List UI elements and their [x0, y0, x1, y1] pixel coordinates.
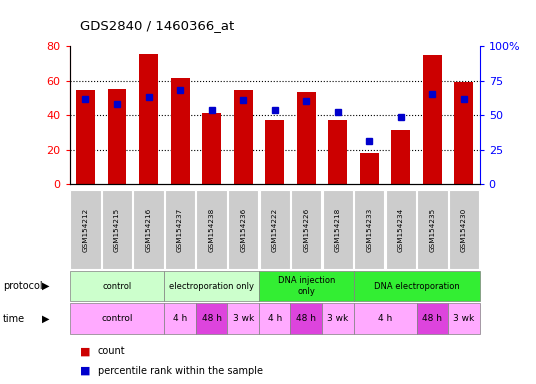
Text: 4 h: 4 h: [378, 314, 392, 323]
Bar: [423, 55, 442, 184]
Bar: [455, 83, 473, 184]
Bar: [76, 90, 95, 184]
Text: GSM154218: GSM154218: [335, 207, 341, 252]
Text: GSM154234: GSM154234: [398, 207, 404, 252]
Text: percentile rank within the sample: percentile rank within the sample: [98, 366, 263, 376]
Bar: [202, 114, 221, 184]
Text: 3 wk: 3 wk: [233, 314, 254, 323]
Bar: [139, 54, 158, 184]
Text: GSM154233: GSM154233: [366, 207, 373, 252]
Text: 4 h: 4 h: [173, 314, 187, 323]
Text: 48 h: 48 h: [422, 314, 442, 323]
Text: 3 wk: 3 wk: [453, 314, 474, 323]
Text: 48 h: 48 h: [296, 314, 316, 323]
Text: 48 h: 48 h: [202, 314, 221, 323]
Bar: [391, 130, 411, 184]
Bar: [265, 119, 284, 184]
Text: 4 h: 4 h: [267, 314, 282, 323]
Text: GSM154215: GSM154215: [114, 207, 120, 252]
Text: ▶: ▶: [42, 281, 49, 291]
Text: count: count: [98, 346, 125, 356]
Text: ■: ■: [80, 346, 91, 356]
Bar: [234, 90, 252, 184]
Text: protocol: protocol: [3, 281, 42, 291]
Bar: [360, 153, 379, 184]
Text: GDS2840 / 1460366_at: GDS2840 / 1460366_at: [80, 19, 235, 32]
Text: GSM154236: GSM154236: [240, 207, 246, 252]
Bar: [329, 121, 347, 184]
Text: GSM154235: GSM154235: [429, 207, 435, 252]
Text: GSM154222: GSM154222: [272, 207, 278, 252]
Text: electroporation only: electroporation only: [169, 281, 254, 291]
Text: ▶: ▶: [42, 314, 49, 324]
Bar: [108, 89, 126, 184]
Text: GSM154226: GSM154226: [303, 207, 309, 252]
Text: DNA electroporation: DNA electroporation: [374, 281, 459, 291]
Text: ■: ■: [80, 366, 91, 376]
Text: control: control: [101, 314, 133, 323]
Text: time: time: [3, 314, 25, 324]
Text: GSM154216: GSM154216: [146, 207, 152, 252]
Bar: [170, 78, 190, 184]
Text: control: control: [102, 281, 132, 291]
Text: GSM154230: GSM154230: [461, 207, 467, 252]
Text: GSM154238: GSM154238: [209, 207, 214, 252]
Text: GSM154212: GSM154212: [83, 207, 88, 252]
Bar: [297, 92, 316, 184]
Text: 3 wk: 3 wk: [327, 314, 348, 323]
Text: DNA injection
only: DNA injection only: [278, 276, 335, 296]
Text: GSM154237: GSM154237: [177, 207, 183, 252]
